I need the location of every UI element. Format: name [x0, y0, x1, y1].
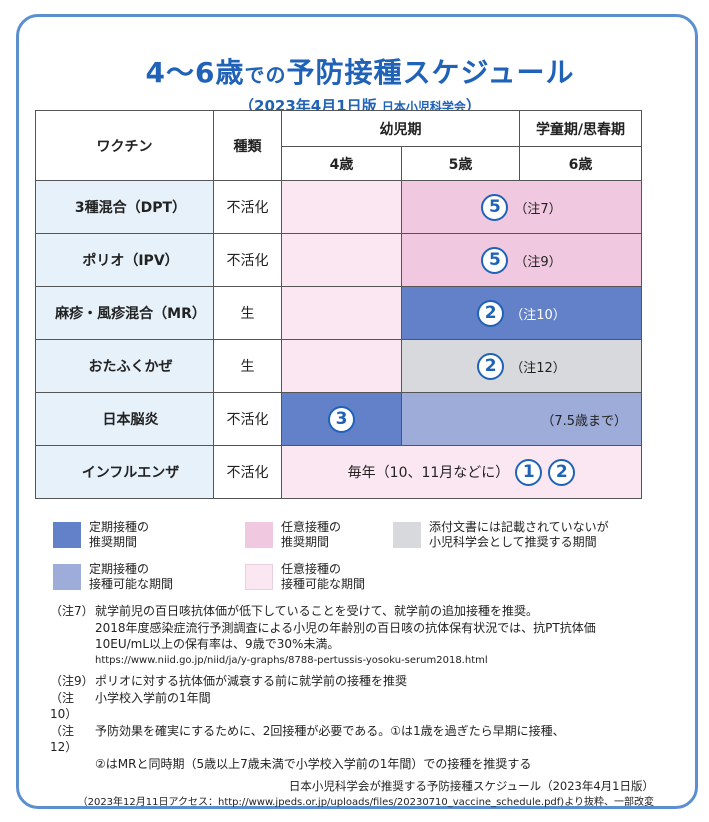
vaccine-name: おたふくかぜ	[35, 339, 214, 393]
dose-number: 5	[481, 193, 509, 221]
dose-number: 1	[515, 458, 543, 486]
footnote: （注7） 就学前児の百日咳抗体価が低下していることを受けて、就学前の追加接種を推奨…	[50, 604, 539, 618]
footnotes: （注7） 就学前児の百日咳抗体価が低下していることを受けて、就学前の追加接種を推奨…	[50, 603, 670, 811]
vaccine-type: 不活化	[213, 180, 282, 234]
period-cell: （7.5歳まで）	[401, 392, 642, 446]
header-toddler: 幼児期	[281, 110, 520, 147]
period-cell	[281, 339, 402, 393]
schedule-table: ワクチン 種類 幼児期 学童期/思春期 4歳 5歳 6歳 3種混合（DPT） 不…	[35, 110, 642, 499]
source-citation: 日本小児科学会が推奨する予防接種スケジュール（2023年4月1日版）	[288, 779, 654, 793]
period-cell: 5 （注7）	[401, 180, 642, 234]
table-row: おたふくかぜ 生 2 （注12）	[35, 339, 642, 393]
table-row: 日本脳炎 不活化 3 （7.5歳まで）	[35, 392, 642, 446]
footnote: （注9） ポリオに対する抗体価が減衰する前に就学前の接種を推奨	[50, 674, 408, 688]
schedule-text: 毎年（10、11月などに）	[347, 465, 510, 481]
period-cell: 毎年（10、11月などに） 1 2	[281, 445, 642, 499]
vaccine-name: 日本脳炎	[35, 392, 214, 446]
legend-item: 定期接種の 推奨期間	[53, 520, 249, 550]
vaccine-type: 生	[213, 286, 282, 340]
note-ref: （注12）	[510, 360, 566, 376]
table-row: ポリオ（IPV） 不活化 5 （注9）	[35, 233, 642, 287]
header-age4: 4歳	[281, 146, 402, 181]
note-ref: （注7）	[514, 201, 562, 217]
legend-item: 任意接種の 推奨期間	[245, 520, 441, 550]
header-vaccine: ワクチン	[35, 110, 214, 181]
access-note: （2023年12月11日アクセス：http://www.jpeds.or.jp/…	[77, 796, 654, 808]
dose-number: 2	[477, 352, 505, 380]
period-cell: 2 （注10）	[401, 286, 642, 340]
dose-number: 2	[548, 458, 576, 486]
note-ref: （7.5歳まで）	[541, 413, 627, 429]
note-ref: （注9）	[514, 254, 562, 270]
period-cell: 5 （注9）	[401, 233, 642, 287]
vaccine-type: 不活化	[213, 233, 282, 287]
table-row: 麻疹・風疹混合（MR） 生 2 （注10）	[35, 286, 642, 340]
period-cell: 2 （注12）	[401, 339, 642, 393]
vaccine-name: 3種混合（DPT）	[35, 180, 214, 234]
header-age5: 5歳	[401, 146, 520, 181]
vaccine-name: インフルエンザ	[35, 445, 214, 499]
legend-swatch	[53, 522, 81, 548]
dose-number: 5	[481, 246, 509, 274]
period-cell	[281, 233, 402, 287]
header-type: 種類	[213, 110, 282, 181]
header-school: 学童期/思春期	[519, 110, 642, 147]
table-row: インフルエンザ 不活化 毎年（10、11月などに） 1 2	[35, 445, 642, 499]
footnote: （注10） 小学校入学前の1年間	[50, 690, 211, 722]
legend-swatch	[245, 564, 273, 590]
vaccine-type: 生	[213, 339, 282, 393]
period-cell	[281, 286, 402, 340]
period-cell	[281, 180, 402, 234]
dose-number: 2	[477, 299, 505, 327]
note-ref: （注10）	[510, 307, 566, 323]
vaccine-name: 麻疹・風疹混合（MR）	[35, 286, 214, 340]
legend: 定期接種の 推奨期間 任意接種の 推奨期間 添付文書には記載されていないが 小児科学会…	[35, 520, 655, 600]
header-age6: 6歳	[519, 146, 642, 181]
legend-swatch	[245, 522, 273, 548]
dose-number: 3	[328, 405, 355, 433]
legend-item: 添付文書には記載されていないが 小児科学会として推奨する期間	[393, 520, 659, 550]
period-cell: 3	[281, 392, 402, 446]
page-title: 4〜6歳での予防接種スケジュール	[145, 56, 575, 89]
vaccine-name: ポリオ（IPV）	[35, 233, 214, 287]
legend-item: 定期接種の 接種可能な期間	[53, 562, 249, 592]
legend-swatch	[53, 564, 81, 590]
vaccine-type: 不活化	[213, 392, 282, 446]
legend-item: 任意接種の 接種可能な期間	[245, 562, 441, 592]
table-row: 3種混合（DPT） 不活化 5 （注7）	[35, 180, 642, 234]
reference-url: https://www.niid.go.jp/niid/ja/y-graphs/…	[95, 654, 488, 666]
footnote: （注12） 予防効果を確実にするために、2回接種が必要である。①は1歳を過ぎたら早…	[50, 723, 565, 755]
legend-swatch	[393, 522, 421, 548]
vaccine-type: 不活化	[213, 445, 282, 499]
